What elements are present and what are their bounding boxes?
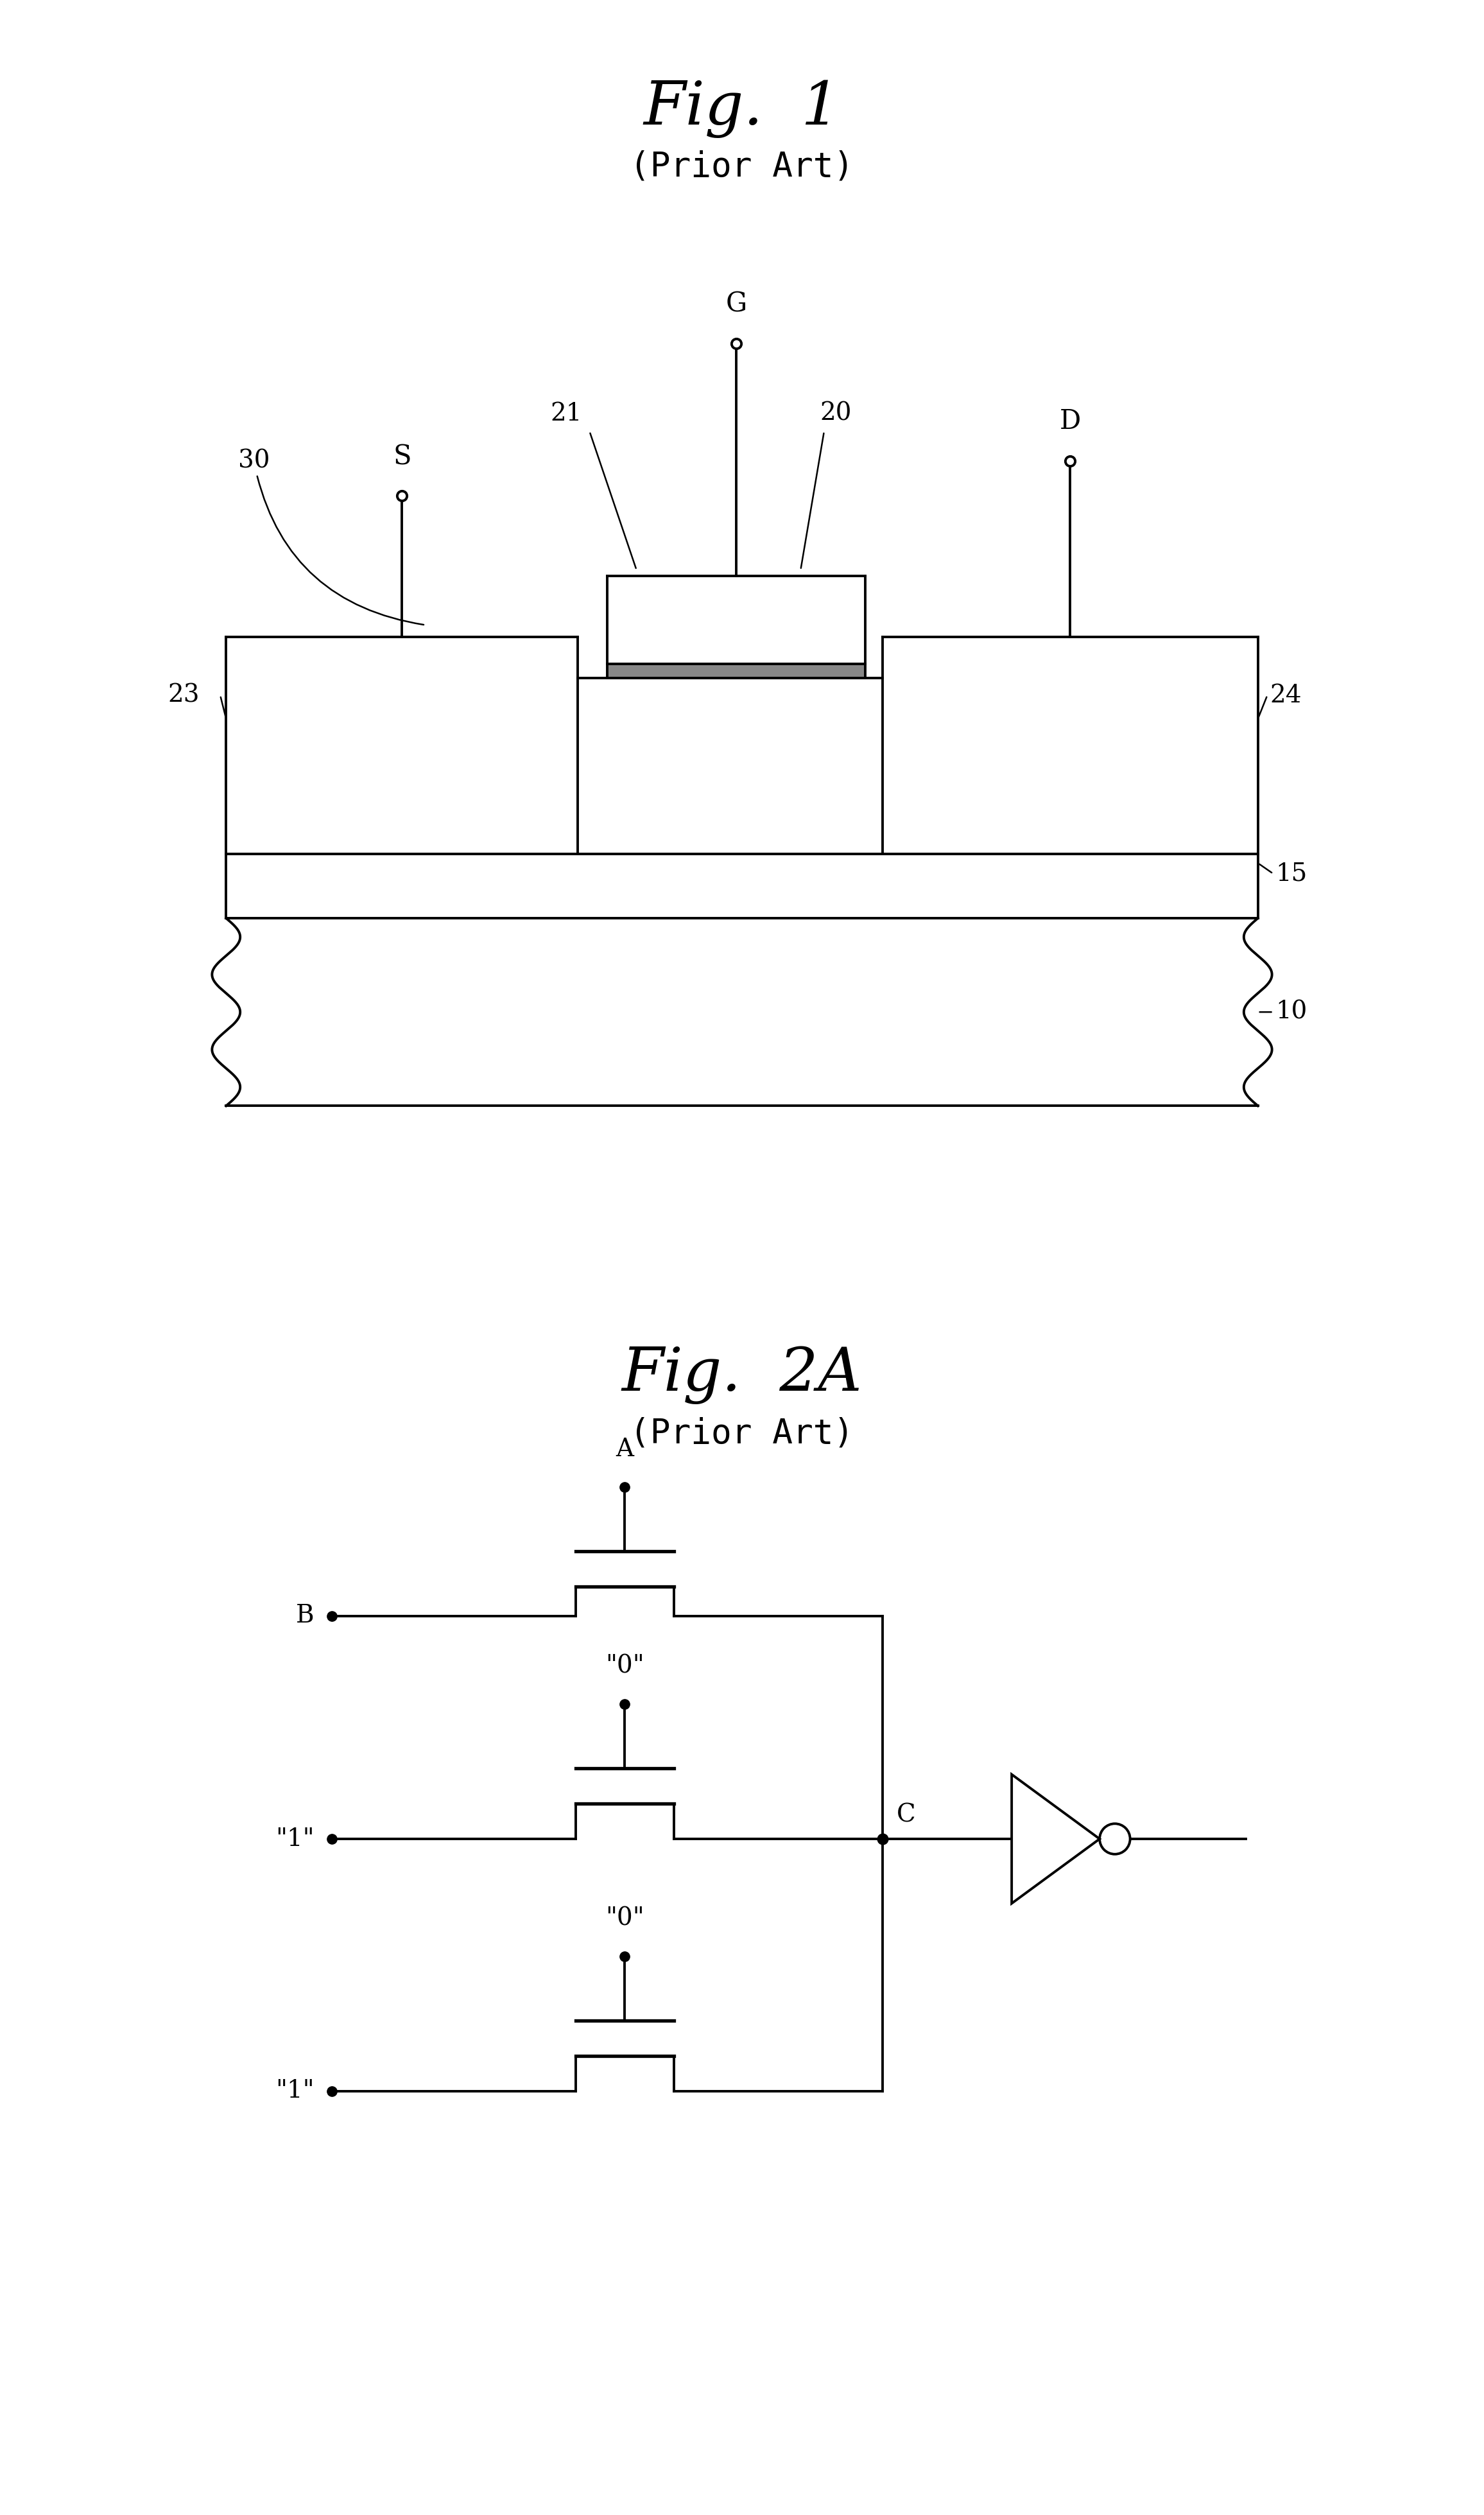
Text: A: A bbox=[616, 1439, 634, 1461]
Text: G: G bbox=[726, 292, 746, 317]
Text: 10: 10 bbox=[1275, 1001, 1307, 1024]
Text: "0": "0" bbox=[605, 1655, 644, 1678]
Text: (Prior Art): (Prior Art) bbox=[629, 151, 855, 184]
Polygon shape bbox=[607, 664, 865, 677]
Text: "1": "1" bbox=[275, 2080, 315, 2103]
Text: S: S bbox=[393, 443, 411, 470]
Text: C: C bbox=[896, 1803, 916, 1828]
Text: "0": "0" bbox=[605, 1906, 644, 1932]
Text: 23: 23 bbox=[168, 684, 199, 707]
Text: 21: 21 bbox=[551, 402, 582, 425]
Text: 30: 30 bbox=[237, 448, 423, 624]
Text: (Prior Art): (Prior Art) bbox=[629, 1416, 855, 1451]
Text: 15: 15 bbox=[1275, 863, 1307, 885]
Text: "1": "1" bbox=[275, 1826, 315, 1851]
Text: B: B bbox=[295, 1605, 315, 1627]
Text: Fig.  1: Fig. 1 bbox=[644, 80, 840, 138]
Text: 20: 20 bbox=[821, 402, 852, 425]
Text: Fig.  2A: Fig. 2A bbox=[622, 1346, 862, 1403]
Text: 24: 24 bbox=[1270, 684, 1301, 707]
Text: D: D bbox=[1060, 407, 1080, 435]
